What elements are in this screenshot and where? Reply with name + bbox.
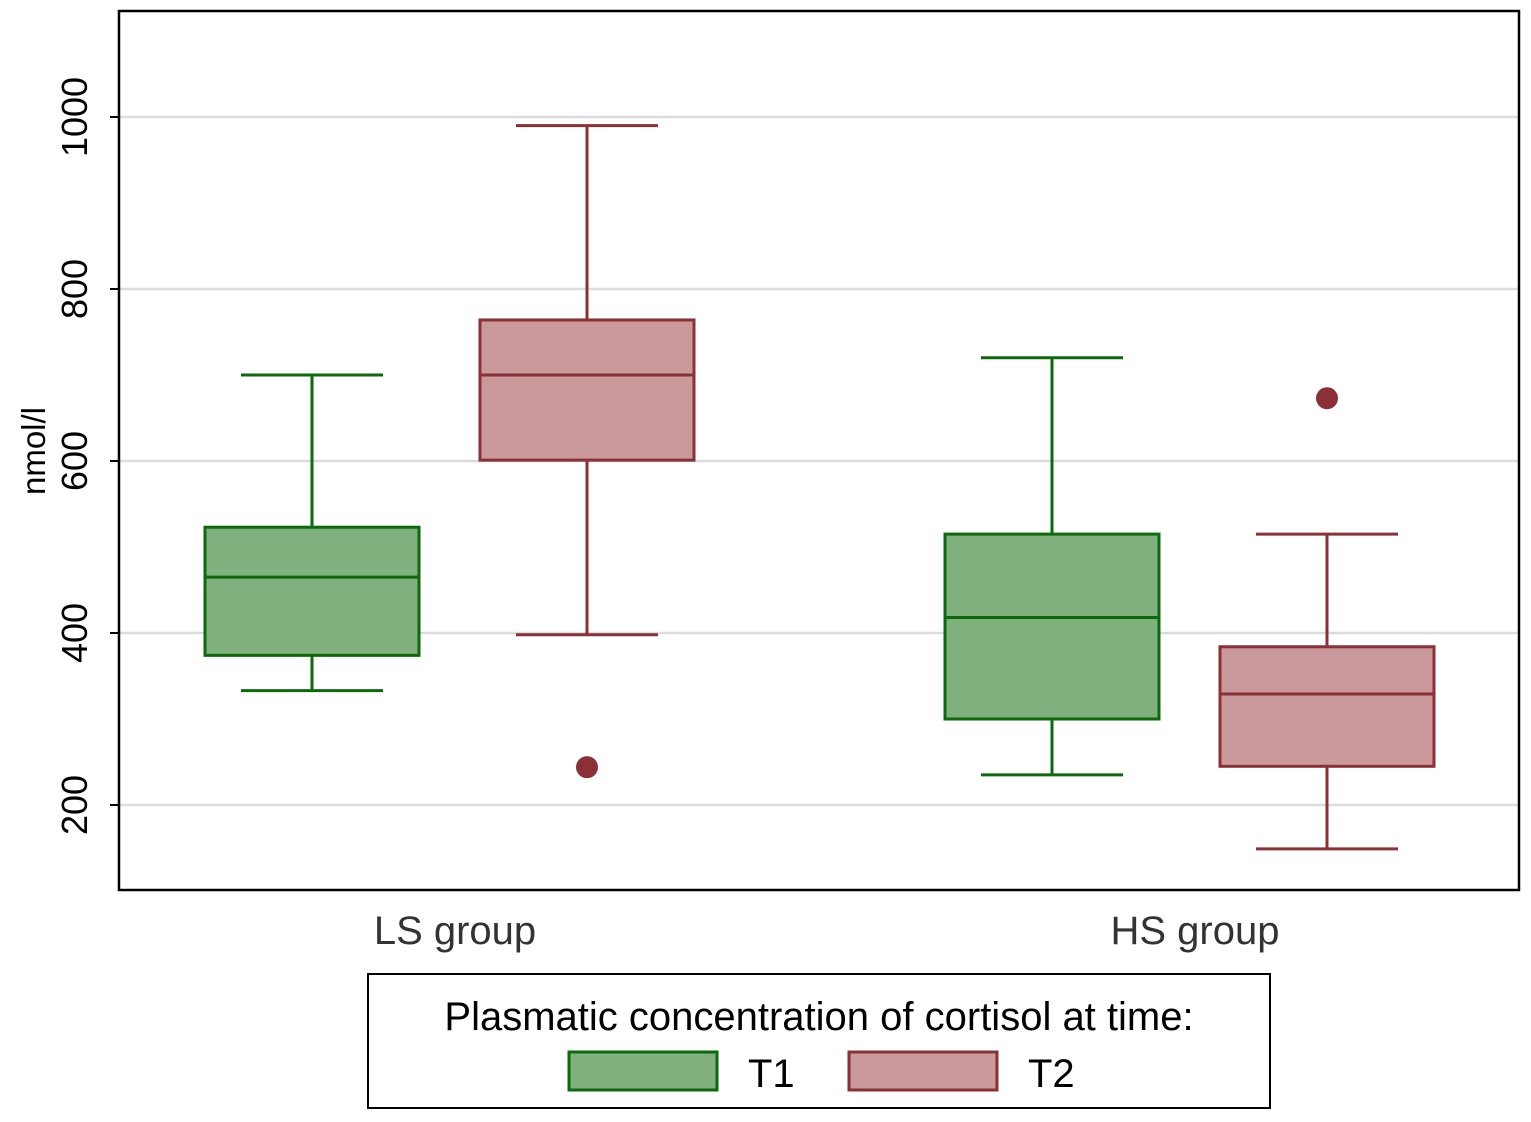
legend-title: Plasmatic concentration of cortisol at t… [444, 995, 1193, 1039]
box-t1-hs-group [943, 356, 1161, 777]
boxes [203, 124, 1436, 851]
legend: Plasmatic concentration of cortisol at t… [367, 973, 1271, 1109]
y-axis-ticks: 200 400 600 800 1000 [54, 77, 119, 835]
legend-swatch-t2 [847, 1050, 999, 1092]
box-t2-hs-group [1218, 387, 1436, 851]
y-tick-label: 400 [54, 603, 95, 663]
x-category-label: HS group [1111, 909, 1280, 953]
y-tick-label: 600 [54, 431, 95, 491]
legend-label-t1: T1 [748, 1052, 795, 1096]
y-axis-label: nmol/l [15, 407, 52, 495]
box-t1-ls-group [203, 373, 421, 693]
legend-entries: T1 T2 [567, 1050, 1075, 1096]
box-iqr [1218, 645, 1436, 768]
x-category-label: LS group [374, 909, 536, 953]
outlier-point [576, 756, 598, 779]
box-t2-ls-group [478, 124, 696, 779]
box-iqr [943, 532, 1161, 721]
legend-label-t2: T2 [1028, 1052, 1075, 1096]
box-iqr [478, 318, 696, 462]
legend-frame [367, 973, 1271, 1109]
y-tick-label: 200 [54, 775, 95, 835]
outlier-point [1316, 387, 1338, 410]
y-tick-label: 1000 [54, 77, 95, 157]
y-tick-label: 800 [54, 259, 95, 319]
legend-swatch-t1 [567, 1050, 719, 1092]
box-iqr [203, 525, 421, 657]
x-axis-categories: LS group HS group [374, 909, 1280, 953]
plot-frame [117, 9, 1521, 892]
